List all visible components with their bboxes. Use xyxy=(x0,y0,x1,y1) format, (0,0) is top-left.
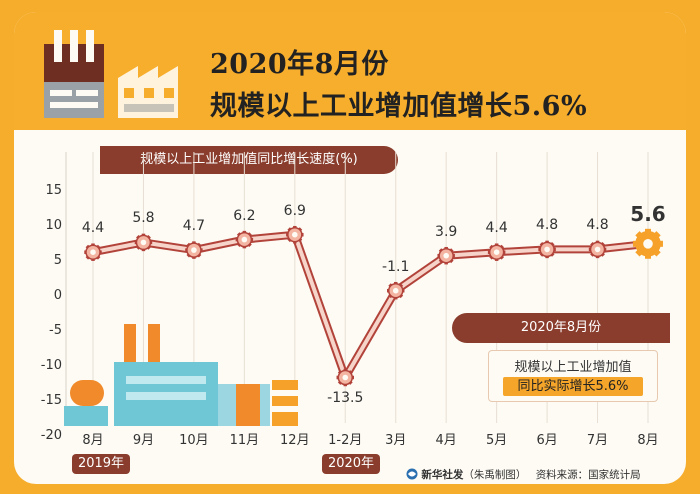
footer-credit: 新华社发（朱禹制图） 资料来源：国家统计局 xyxy=(406,467,641,482)
data-label: 4.8 xyxy=(535,217,559,234)
data-label: 4.8 xyxy=(586,217,609,234)
gear-marker xyxy=(437,246,455,265)
title-line-1: 2020年8月份 xyxy=(210,49,389,80)
series-markers xyxy=(84,225,663,387)
x-tick-label: 5月 xyxy=(485,433,508,448)
y-tick-label: 5 xyxy=(53,253,62,268)
annotation-line-2: 同比实际增长5.6% xyxy=(503,377,643,396)
y-tick-label: 0 xyxy=(53,288,62,303)
x-tick-label: 9月 xyxy=(132,433,155,448)
footer-agency: 新华社发 xyxy=(421,469,464,481)
x-tick-label: 4月 xyxy=(435,433,457,448)
header-band: 2020年8月份 规模以上工业增加值增长5.6% xyxy=(14,12,686,130)
annotation-line-1: 规模以上工业增加值 xyxy=(514,360,632,375)
x-tick-label: 6月 xyxy=(536,433,558,448)
y-tick-label: 10 xyxy=(45,218,62,233)
factory-chimney-icon xyxy=(44,30,178,118)
x-tick-label: 3月 xyxy=(385,433,407,448)
x-tick-label: 10月 xyxy=(179,433,209,448)
y-tick-label: 15 xyxy=(45,183,62,198)
year-badge-2019: 2019年 xyxy=(72,454,130,474)
y-tick-label: -10 xyxy=(40,358,62,373)
factory-building-icon xyxy=(118,66,178,118)
x-tick-label: 7月 xyxy=(586,433,609,448)
annotation-banner: 2020年8月份 xyxy=(452,313,670,343)
footer-source: 资料来源：国家统计局 xyxy=(535,469,641,481)
gear-marker xyxy=(84,243,102,261)
gear-marker xyxy=(487,243,506,261)
x-tick-label: 8月 xyxy=(637,433,659,448)
chart-title: 规模以上工业增加值同比增长速度(%) xyxy=(100,146,398,174)
gear-marker xyxy=(538,240,556,259)
footer-designer: （朱禹制图） xyxy=(463,469,527,481)
gear-marker xyxy=(386,281,405,300)
factory-illustration-icon xyxy=(64,324,298,426)
year-badge-2020: 2020年 xyxy=(322,454,380,474)
data-label: 3.9 xyxy=(435,223,458,240)
highlight-gear-marker xyxy=(633,228,663,259)
infographic-panel: 2020年8月份 规模以上工业增加值增长5.6% 规模以上工业增加值同比增长速度… xyxy=(14,12,686,484)
data-label: 4.4 xyxy=(81,220,105,237)
annotation-box: 规模以上工业增加值 同比实际增长5.6% xyxy=(488,350,658,402)
data-label: 5.6 xyxy=(630,201,666,226)
y-tick-label: -5 xyxy=(49,323,62,338)
data-label: 6.9 xyxy=(283,202,306,219)
title-line-2: 规模以上工业增加值增长5.6% xyxy=(210,91,588,122)
data-label: 4.4 xyxy=(485,220,508,237)
x-tick-label: 12月 xyxy=(280,433,310,448)
data-label: 6.2 xyxy=(233,207,256,224)
gear-marker xyxy=(588,240,607,259)
x-tick-label: 1-2月 xyxy=(328,433,363,448)
xinhua-logo-icon xyxy=(406,468,418,480)
gear-marker xyxy=(235,230,254,249)
data-label: 5.8 xyxy=(132,210,155,227)
line-chart xyxy=(64,152,663,426)
data-label: -13.5 xyxy=(327,389,364,406)
x-tick-label: 11月 xyxy=(229,433,260,448)
y-tick-label: -15 xyxy=(40,393,62,408)
gear-marker xyxy=(185,241,203,259)
data-label: 4.7 xyxy=(182,218,206,235)
gear-marker xyxy=(134,233,153,252)
x-tick-label: 8月 xyxy=(82,433,104,448)
y-tick-label: -20 xyxy=(40,428,62,443)
data-label: -1.1 xyxy=(382,258,410,275)
gear-marker xyxy=(286,225,304,244)
gear-marker xyxy=(336,368,355,387)
